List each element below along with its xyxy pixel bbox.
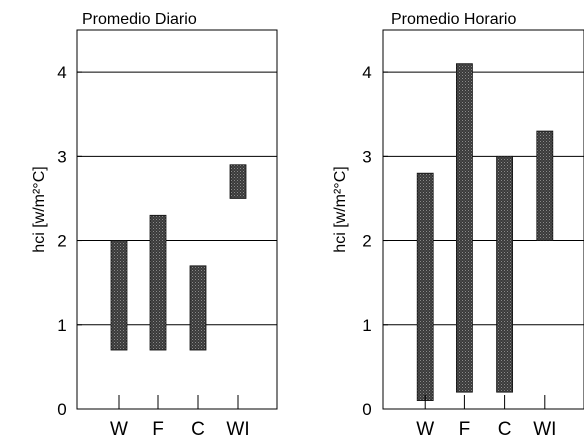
bar-f (149, 214, 167, 351)
y-tick-label: 0 (362, 400, 371, 419)
x-tick-label: F (459, 419, 471, 440)
y-tick-label: 2 (362, 232, 371, 251)
bar-c (189, 265, 207, 351)
x-tick-label: WI (226, 419, 249, 440)
x-tick-label: C (498, 419, 512, 440)
chart-panel-2: 0 1 2 3 4 Promedio Horario hci [w/m²°C] W F C WI (332, 11, 584, 440)
x-tick-label: W (416, 419, 434, 440)
y-tick-label: 0 (57, 400, 66, 419)
bar-w (416, 172, 434, 401)
chart-title: Promedio Horario (391, 11, 516, 28)
x-tick-label: W (110, 419, 128, 440)
y-tick-label: 1 (362, 316, 371, 335)
y-axis-label: hci [w/m²°C] (31, 166, 48, 252)
y-tick-label: 2 (57, 232, 66, 251)
bar-wi (229, 164, 247, 199)
bar-f (456, 63, 473, 393)
x-tick-label: C (191, 419, 205, 440)
x-tick-label: F (152, 419, 164, 440)
y-tick-label: 3 (362, 147, 371, 166)
y-tick-label: 1 (57, 316, 66, 335)
y-tick-label: 4 (362, 63, 371, 82)
plot-frame (382, 29, 584, 410)
y-tick-label: 4 (57, 63, 66, 82)
chart-title: Promedio Diario (82, 11, 197, 28)
y-axis-label: hci [w/m²°C] (332, 166, 349, 252)
y-tick-label: 3 (57, 147, 66, 166)
x-tick-label: WI (533, 419, 556, 440)
chart-panel-1: 0 1 2 3 4 Promedio Diario hci [w/m²°C] W F C WI (31, 11, 278, 440)
bar-w (110, 240, 128, 351)
bar-c (496, 155, 514, 393)
bar-wi (536, 130, 554, 241)
plot-frame (76, 29, 278, 410)
